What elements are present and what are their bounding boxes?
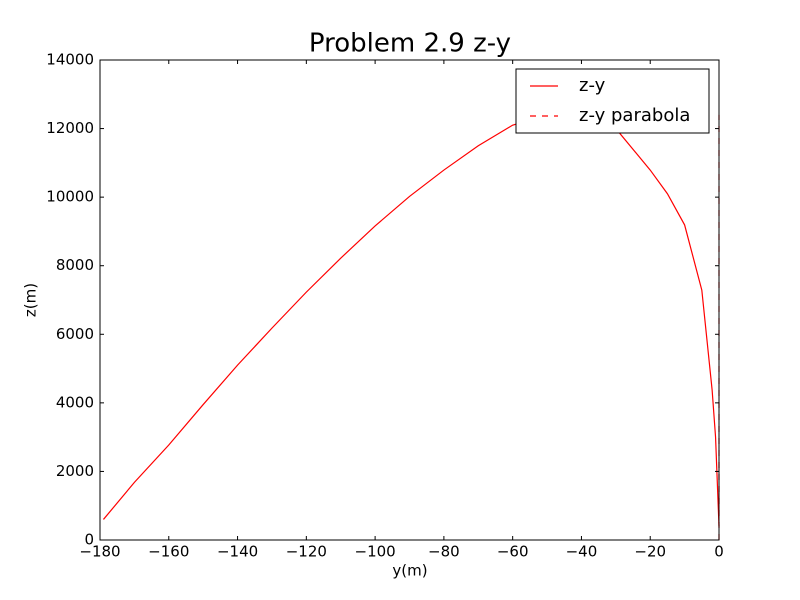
chart-title: Problem 2.9 z-y: [309, 29, 511, 59]
y-tick-label: 14000: [46, 51, 94, 69]
y-tick-label: 8000: [56, 256, 94, 274]
x-tick-label: −180: [79, 543, 120, 561]
y-tick-label: 4000: [56, 393, 94, 411]
legend-box: [515, 68, 710, 134]
x-tick-label: −20: [634, 543, 666, 561]
x-tick-label: −60: [497, 543, 529, 561]
y-tick-label: 0: [84, 531, 94, 549]
x-tick-label: 0: [714, 543, 724, 561]
y-tick-label: 2000: [56, 462, 94, 480]
plot-frame: [99, 59, 720, 541]
y-tick-label: 12000: [46, 119, 94, 137]
x-tick-label: −140: [217, 543, 258, 561]
legend-label: z-y: [579, 75, 606, 96]
y-tick-label: 10000: [46, 188, 94, 206]
x-axis-label: y(m): [392, 562, 427, 580]
legend-label: z-y parabola: [579, 105, 690, 126]
y-tick-label: 6000: [56, 325, 94, 343]
x-tick-label: −100: [355, 543, 396, 561]
x-tick-label: −160: [148, 543, 189, 561]
x-tick-label: −120: [286, 543, 327, 561]
x-tick-label: −40: [566, 543, 598, 561]
series-line: [102, 117, 720, 527]
x-tick-label: −80: [428, 543, 460, 561]
y-axis-label: z(m): [22, 283, 40, 317]
